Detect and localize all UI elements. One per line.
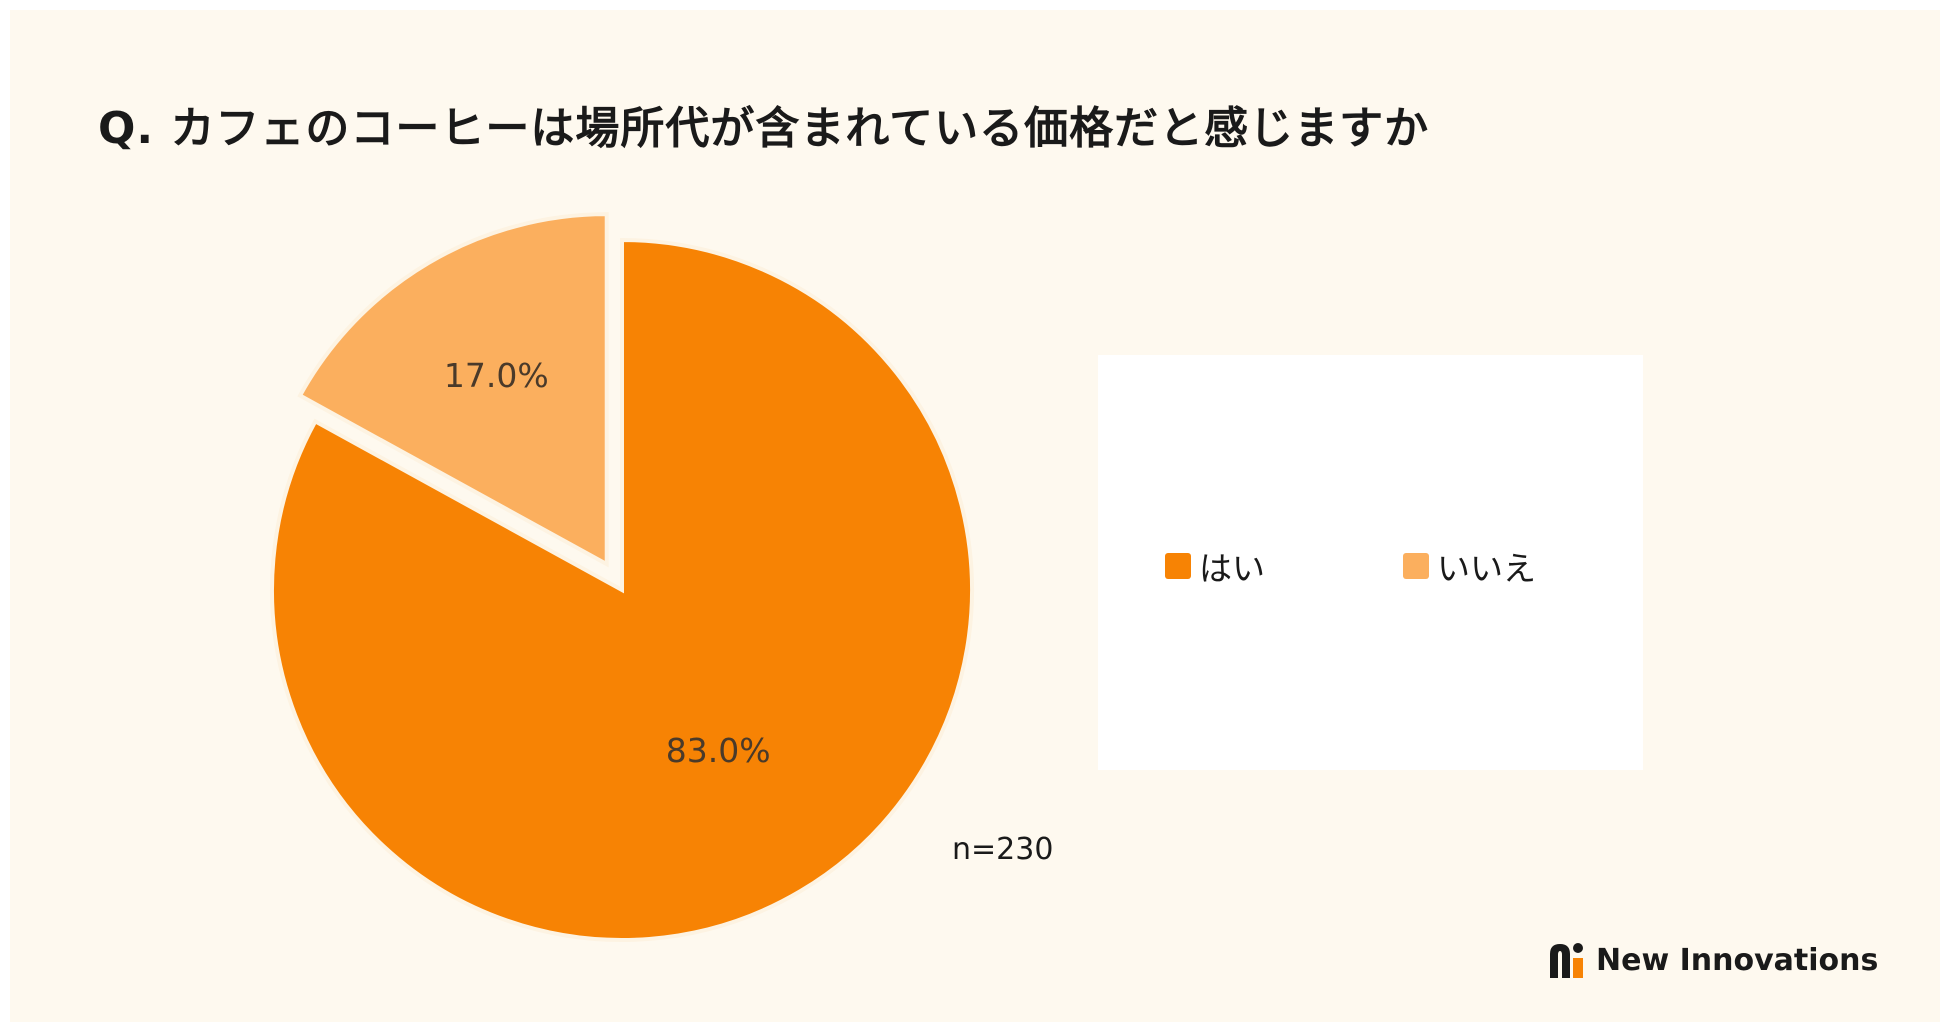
pie-slice-no [297, 212, 609, 568]
brand-logo: New Innovations [1548, 940, 1878, 980]
legend-item-no: いいえ [1403, 542, 1536, 590]
new-innovations-logo-icon [1550, 943, 1583, 978]
pie-slice-yes [270, 237, 974, 942]
legend-swatch-no [1403, 553, 1429, 579]
legend-item-yes: はい [1165, 542, 1265, 590]
legend-label-no: いいえ [1437, 549, 1536, 588]
legend-label-yes: はい [1199, 549, 1265, 588]
slice-label-yes: 83.0% [666, 731, 771, 770]
brand-name: New Innovations [1596, 942, 1879, 978]
slice-label-no: 17.0% [444, 356, 549, 395]
legend: はい いいえ [1098, 355, 1643, 770]
pie-chart: 83.0% 17.0% [270, 212, 974, 942]
chart-card: Q. カフェのコーヒーは場所代が含まれている価格だと感じますか 83.0% 17.… [10, 10, 1940, 1022]
legend-swatch-yes [1165, 553, 1191, 579]
chart-title: Q. カフェのコーヒーは場所代が含まれている価格だと感じますか [98, 103, 1430, 154]
sample-size-annotation: n=230 [952, 832, 1054, 867]
